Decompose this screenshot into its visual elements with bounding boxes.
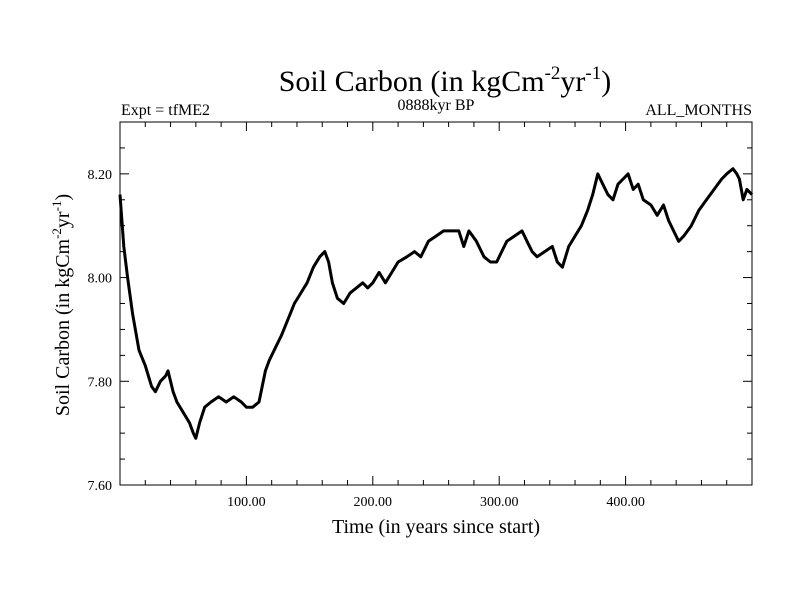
soil-carbon-series-line [118,167,754,440]
subtitle-period: 0888kyr BP [398,97,475,114]
x-tick-label: 200.00 [354,495,393,510]
x-tick-label: 300.00 [480,495,519,510]
plot-frame [119,121,753,486]
y-tick-label: 7.80 [88,375,113,390]
y-tick-label: 8.00 [88,272,113,287]
y-tick-label: 7.60 [88,479,113,494]
y-tick-label: 8.20 [88,168,113,183]
subtitle-experiment: Expt = tfME2 [121,102,210,119]
ticks-layer [120,122,752,485]
x-tick-label: 400.00 [606,495,645,510]
x-tick-label: 100.00 [227,495,266,510]
subtitle-months: ALL_MONTHS [645,102,752,119]
series-layer [118,167,754,440]
y-axis-label: Soil Carbon (in kgCm-2yr-1) [49,194,74,416]
x-axis-label: Time (in years since start) [332,516,540,538]
chart-title: Soil Carbon (in kgCm-2yr-1) [279,63,612,98]
tick-labels-layer: 100.00 200.00 300.00 400.00 7.60 7.80 8.00 8.20 [88,168,645,510]
